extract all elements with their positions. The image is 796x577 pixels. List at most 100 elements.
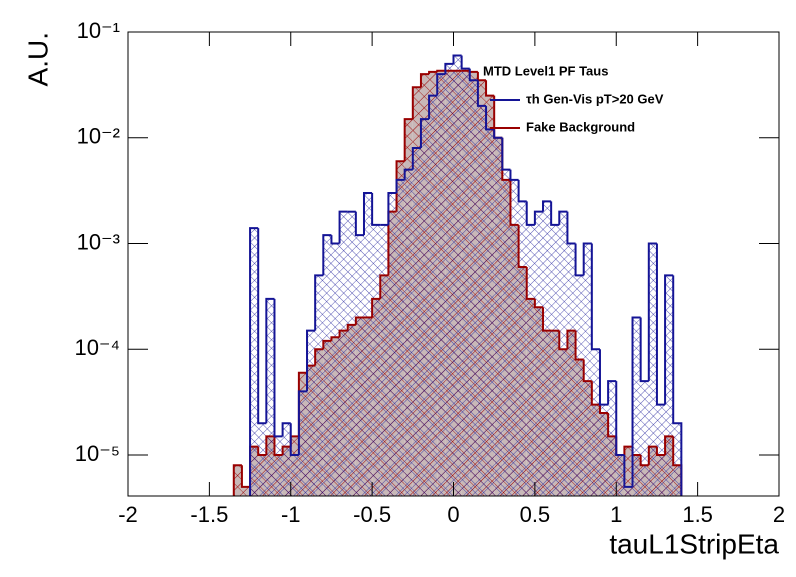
- step-outline: [362, 192, 373, 236]
- bar: [624, 486, 633, 496]
- x-tick-label: 2: [773, 502, 785, 527]
- step-outline: [607, 412, 617, 438]
- step-outline: [558, 210, 568, 225]
- step-outline: [485, 105, 495, 131]
- step-outline: [517, 224, 527, 268]
- y-tick-label: 10⁻⁵: [75, 441, 120, 466]
- bar: [290, 455, 299, 496]
- step-outline: [257, 228, 267, 425]
- bar: [486, 129, 495, 496]
- step-outline: [615, 381, 625, 457]
- step-outline: [338, 210, 348, 244]
- step-outline: [436, 69, 446, 72]
- step-outline: [582, 359, 592, 383]
- step-outline: [485, 80, 495, 97]
- bar: [494, 137, 503, 496]
- step-outline: [468, 68, 478, 82]
- step-outline: [664, 435, 674, 456]
- step-outline: [631, 316, 641, 487]
- x-tick-label: -1.5: [190, 502, 228, 527]
- y-tick-label: 10⁻³: [77, 229, 120, 254]
- step-outline: [590, 381, 600, 406]
- bar: [445, 63, 454, 496]
- step-outline: [493, 129, 503, 139]
- bar: [355, 235, 364, 497]
- series-outline: [232, 69, 683, 496]
- step-outline: [623, 455, 633, 488]
- step-outline: [240, 465, 251, 488]
- step-outline: [297, 390, 308, 456]
- bar: [518, 201, 527, 496]
- legend-title: MTD Level1 PF Taus: [483, 63, 608, 78]
- step-outline: [525, 201, 535, 226]
- bar: [331, 243, 340, 496]
- bar: [233, 465, 242, 496]
- step-outline: [387, 192, 397, 225]
- step-outline: [598, 404, 609, 414]
- x-tick-label: -1: [281, 502, 301, 527]
- step-outline: [468, 70, 478, 73]
- bar: [567, 243, 576, 496]
- bar: [437, 74, 446, 497]
- bar: [591, 349, 600, 496]
- bar: [502, 169, 511, 496]
- bar: [469, 80, 478, 496]
- step-outline: [655, 446, 666, 457]
- step-outline: [338, 329, 348, 338]
- step-outline: [582, 242, 592, 276]
- x-tick-label: 0: [447, 502, 459, 527]
- step-outline: [566, 211, 576, 245]
- step-outline: [403, 118, 413, 162]
- step-outline: [330, 235, 340, 245]
- y-tick-label: 10⁻²: [77, 124, 120, 149]
- bar: [380, 224, 389, 497]
- bar: [274, 436, 283, 496]
- step-outline: [525, 266, 535, 300]
- step-outline: [322, 234, 332, 276]
- step-outline: [476, 80, 487, 107]
- step-outline: [590, 243, 600, 351]
- bar: [583, 243, 592, 496]
- step-outline: [403, 168, 413, 180]
- step-outline: [655, 243, 666, 406]
- step-outline: [444, 62, 454, 75]
- step-outline: [232, 464, 242, 496]
- bar: [673, 423, 682, 496]
- step-outline: [281, 445, 291, 456]
- series-outline: [249, 54, 683, 496]
- step-outline: [419, 118, 430, 149]
- step-outline: [672, 275, 683, 496]
- x-tick-label: -2: [118, 502, 138, 527]
- bar: [429, 95, 438, 497]
- bar: [363, 193, 373, 496]
- step-outline: [273, 298, 283, 438]
- legend-label: Fake Background: [526, 119, 635, 134]
- x-tick-label: -0.5: [353, 502, 391, 527]
- step-outline: [395, 178, 405, 194]
- x-tick-label: 1.5: [682, 502, 713, 527]
- bar: [543, 201, 552, 496]
- step-outline: [281, 422, 291, 437]
- bar: [282, 423, 291, 496]
- bar: [420, 119, 430, 496]
- step-outline: [330, 336, 340, 341]
- step-outline: [314, 348, 324, 366]
- step-outline: [452, 54, 462, 64]
- step-outline: [574, 330, 584, 361]
- bar: [347, 211, 356, 497]
- step-outline: [395, 160, 405, 212]
- bar: [534, 211, 544, 497]
- step-outline: [558, 330, 568, 351]
- bar: [258, 423, 267, 496]
- step-outline: [306, 329, 316, 392]
- series-fill: [250, 55, 682, 497]
- step-outline: [460, 55, 470, 70]
- bar: [648, 243, 657, 496]
- step-outline: [598, 349, 609, 406]
- step-outline: [550, 201, 560, 226]
- bar: [461, 68, 470, 496]
- step-outline: [411, 147, 421, 170]
- bar: [315, 275, 324, 496]
- y-tick-label: 10⁻⁴: [74, 335, 120, 360]
